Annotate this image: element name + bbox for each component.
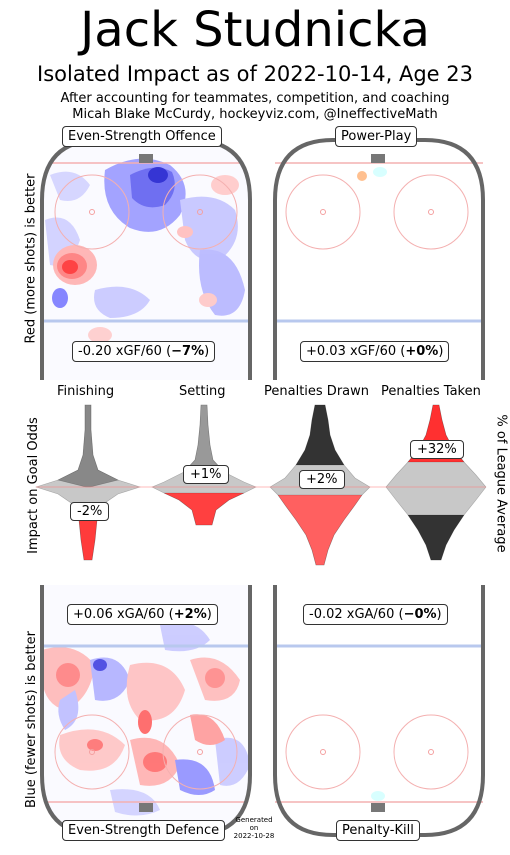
col-header-setting: Setting — [179, 384, 226, 399]
panel-label-penalty-kill: Penalty-Kill — [336, 820, 420, 841]
violin-penalties-drawn-upper — [295, 404, 345, 466]
stat-ev-defence: +0.06 xGA/60 (+2%) — [67, 604, 218, 625]
stat-power-play: +0.03 xGF/60 (+0%) — [300, 341, 450, 362]
violin-label-finishing: -2% — [70, 502, 110, 521]
panel-label-ev-offence: Even-Strength Offence — [62, 126, 222, 147]
axis-label-left-bottom: Blue (fewer shots) is better — [24, 631, 39, 808]
violin-finishing-upper — [57, 404, 119, 488]
stat-ev-offence: -0.20 xGF/60 (−7%) — [72, 341, 216, 362]
panel-label-power-play: Power-Play — [335, 126, 418, 147]
violin-finishing-lower — [78, 519, 98, 561]
title: Jack Studnicka — [80, 2, 430, 58]
subtitle: Isolated Impact as of 2022-10-14, Age 23 — [37, 62, 473, 86]
caption-line-2: Micah Blake McCurdy, hockeyviz.com, @Ine… — [72, 107, 438, 122]
heatmap-ev-offence — [45, 158, 245, 343]
col-header-penalties-taken: Penalties Taken — [381, 384, 481, 399]
axis-label-right-mid: % of League Average — [493, 414, 509, 553]
rink-ev-defence — [40, 585, 252, 837]
violin-group — [35, 404, 487, 566]
col-header-penalties-drawn: Penalties Drawn — [264, 384, 369, 399]
violin-label-penalties-drawn: +2% — [299, 470, 345, 489]
violin-penalties-drawn-lower — [277, 494, 363, 566]
axis-label-left-mid: Impact on Goal Odds — [25, 417, 41, 554]
violin-setting-lower — [163, 492, 245, 526]
col-header-finishing: Finishing — [57, 384, 115, 399]
stat-penalty-kill: -0.02 xGA/60 (−0%) — [303, 604, 448, 625]
caption-line-1: After accounting for teammates, competit… — [60, 91, 450, 106]
heatmap-ev-defence — [42, 622, 250, 816]
violin-label-penalties-taken: +32% — [410, 440, 464, 459]
generated-note: Generated on 2022-10-28 — [233, 816, 275, 840]
violin-label-setting: +1% — [183, 465, 229, 484]
axis-label-left-top: Red (more shots) is better — [23, 173, 39, 344]
violin-penalties-taken-lower — [407, 514, 465, 561]
violin-setting-upper — [183, 404, 225, 473]
panel-label-ev-defence: Even-Strength Defence — [62, 820, 226, 841]
